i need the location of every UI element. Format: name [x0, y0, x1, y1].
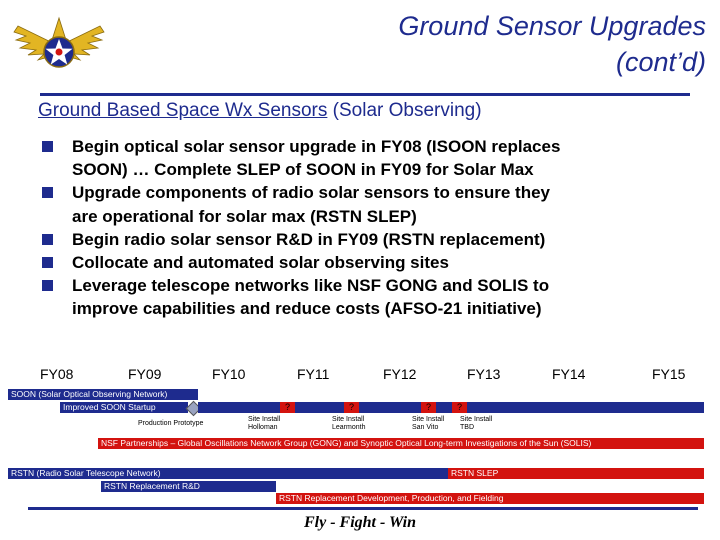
- square-bullet-icon: [42, 141, 53, 152]
- air-force-wings-logo: [13, 16, 105, 68]
- year-label: FY12: [383, 366, 417, 382]
- year-label: FY10: [212, 366, 246, 382]
- year-label: FY08: [40, 366, 74, 382]
- square-bullet-icon: [42, 233, 53, 245]
- bullet-item: Collocate and automated solar observing …: [42, 251, 712, 274]
- bullet-list: Begin optical solar sensor upgrade in FY…: [42, 135, 712, 321]
- square-bullet-icon: [42, 257, 53, 269]
- site-note-sanvito: Site Install San Vito: [412, 416, 445, 431]
- year-label: FY15: [652, 366, 686, 382]
- bullet-item: Begin radio solar sensor R&D in FY09 (RS…: [42, 228, 712, 251]
- prototype-note: Production Prototype: [138, 420, 204, 427]
- square-bullet-icon: [42, 187, 53, 199]
- rstn-bar: RSTN (Radio Solar Telescope Network): [8, 468, 448, 479]
- bullet-item: Leverage telescope networks like NSF GON…: [42, 274, 712, 320]
- title-line-1: Ground Sensor Upgrades: [398, 11, 706, 41]
- question-marker: ?: [344, 402, 359, 413]
- site-note-learmonth: Site Install Learmonth: [332, 416, 366, 431]
- question-marker: ?: [452, 402, 467, 413]
- section-subtitle: Ground Based Space Wx Sensors (Solar Obs…: [38, 100, 718, 122]
- rstn-slep-bar: RSTN SLEP: [448, 468, 704, 479]
- soon-bar: SOON (Solar Optical Observing Network): [8, 389, 198, 400]
- bullet-item: Begin optical solar sensor upgrade in FY…: [42, 135, 712, 181]
- timeline-baseline: [28, 507, 698, 510]
- year-label: FY11: [297, 366, 330, 382]
- footer-motto: Fly - Fight - Win: [303, 514, 417, 531]
- square-bullet-icon: [42, 280, 53, 292]
- rstn-development-bar: RSTN Replacement Development, Production…: [276, 493, 704, 504]
- year-label: FY09: [128, 366, 162, 382]
- site-note-tbd: Site Install TBD: [460, 416, 493, 431]
- fiscal-year-labels: FY08 FY09 FY10 FY11 FY12 FY13 FY14 FY15: [0, 366, 720, 386]
- title-line-2: (cont’d): [615, 47, 706, 77]
- site-note-holloman: Site Install Holloman: [248, 416, 281, 431]
- bullet-item: Upgrade components of radio solar sensor…: [42, 181, 712, 227]
- question-marker: ?: [421, 402, 436, 413]
- improved-soon-bar: Improved SOON Startup: [60, 402, 188, 413]
- nsf-partnerships-bar: NSF Partnerships – Global Oscillations N…: [98, 438, 704, 449]
- subtitle-paren: (Solar Observing): [327, 100, 482, 121]
- year-label: FY13: [467, 366, 501, 382]
- title-divider: [40, 93, 690, 96]
- soon-extension-bar: [198, 402, 704, 413]
- subtitle-main: Ground Based Space Wx Sensors: [38, 100, 328, 121]
- question-marker: ?: [280, 402, 295, 413]
- rstn-rd-bar: RSTN Replacement R&D: [101, 481, 276, 492]
- page-title: Ground Sensor Upgrades (cont’d): [146, 8, 706, 80]
- year-label: FY14: [552, 366, 586, 382]
- program-timeline: SOON (Solar Optical Observing Network) I…: [8, 385, 712, 512]
